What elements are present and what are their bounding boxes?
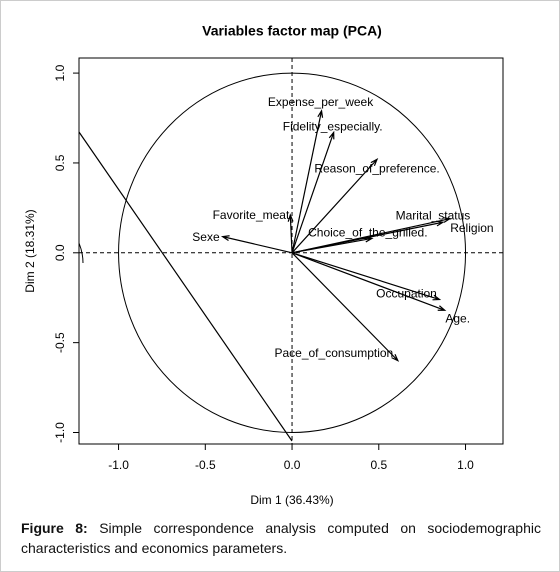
- y-tick-label: 0.5: [53, 154, 67, 171]
- chart: Variables factor map (PCA) Dim 1 (36.43%…: [23, 23, 504, 507]
- arrow-label: Sexe: [192, 230, 220, 244]
- arrow-label: Marital_status: [396, 208, 471, 222]
- y-tick-label: -1.0: [53, 422, 67, 443]
- x-tick-label: -0.5: [195, 458, 216, 472]
- arrow: [291, 109, 324, 253]
- arrow: [291, 130, 335, 253]
- arrow-label: Choice_of_the_grilled.: [308, 226, 427, 240]
- arrow-label: Expense_per_week: [268, 95, 374, 109]
- y-axis-label: Dim 2 (18.31%): [23, 209, 37, 292]
- arrow-label: Religion: [450, 221, 493, 235]
- x-tick-label: 1.0: [457, 458, 474, 472]
- caption-text: Simple correspondence analysis computed …: [21, 520, 541, 556]
- arrow-label: Fidelity_especially.: [283, 120, 383, 134]
- chart-title: Variables factor map (PCA): [202, 23, 382, 39]
- caption-label: Figure 8:: [21, 520, 88, 536]
- arrow-label: Occupation: [376, 287, 437, 301]
- y-tick-label: 0.0: [53, 244, 67, 261]
- x-tick-label: -1.0: [108, 458, 129, 472]
- x-tick-label: 0.0: [284, 458, 301, 472]
- y-tick-label: 1.0: [53, 64, 67, 81]
- diagonal-line: [78, 131, 293, 442]
- arrow-label: Reason_of_preference.: [314, 162, 439, 176]
- arrow: [291, 217, 452, 254]
- arrow: [291, 236, 374, 254]
- arrow-label: Favorite_meat: [213, 208, 290, 222]
- arrow: [291, 158, 379, 254]
- arrow: [291, 252, 442, 301]
- arrow: [291, 252, 400, 362]
- arrow: [287, 213, 294, 253]
- arrow: [291, 252, 447, 311]
- plot-frame: [78, 57, 504, 445]
- y-tick-label: -0.5: [53, 332, 67, 353]
- x-tick-label: 0.5: [370, 458, 387, 472]
- arrow-label: Pace_of_consumption: [274, 346, 393, 360]
- arrow-label: Age.: [445, 311, 470, 325]
- caption: Figure 8: Simple correspondence analysis…: [21, 518, 541, 558]
- correlation-circle: [118, 72, 467, 433]
- x-axis-label: Dim 1 (36.43%): [250, 493, 333, 507]
- arrow: [220, 235, 293, 254]
